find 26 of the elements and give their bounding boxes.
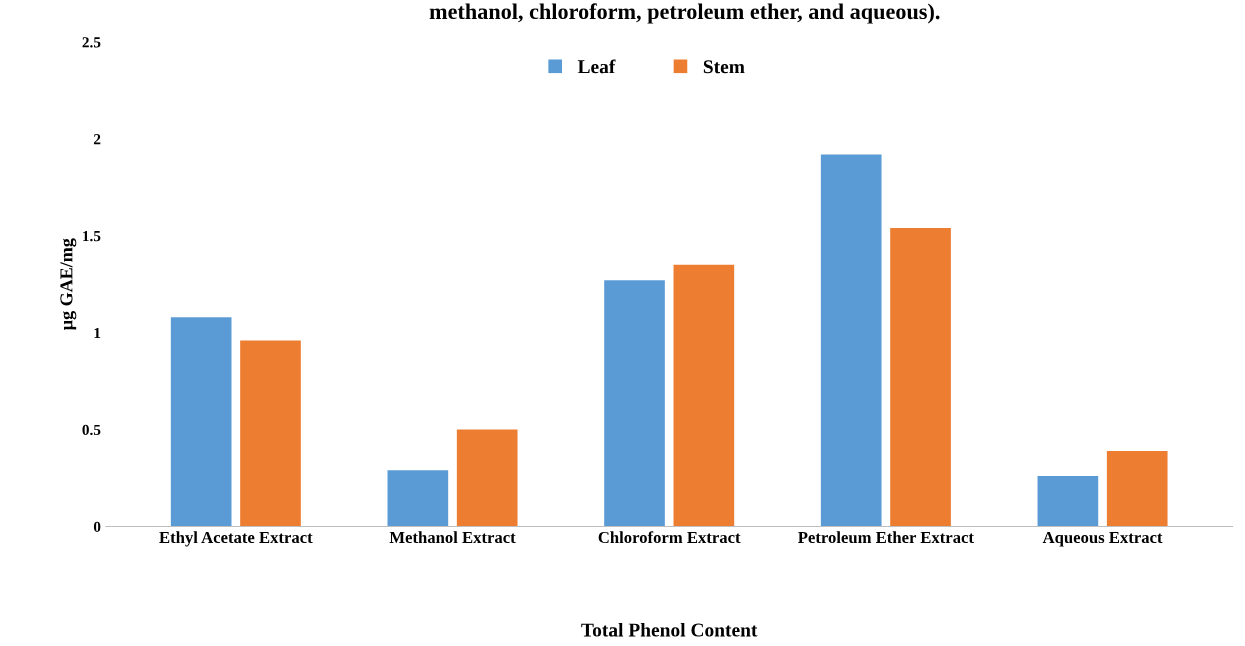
- bar: [387, 470, 449, 527]
- legend-label: Leaf: [577, 59, 616, 74]
- bar: [673, 264, 735, 527]
- y-tick-label: 2.5: [82, 37, 101, 48]
- x-tick-label: Chloroform Extract: [598, 531, 741, 544]
- x-tick-label: Aqueous Extract: [1042, 531, 1163, 547]
- x-tick-label: Petroleum Ether Extract: [798, 531, 974, 544]
- y-tick-label: 1.5: [83, 231, 101, 242]
- bar: [890, 228, 951, 527]
- y-tick-label: 0: [93, 521, 101, 532]
- bar: [820, 154, 882, 527]
- x-axis-title: Total Phenol Content: [581, 622, 758, 637]
- bar: [1037, 476, 1099, 527]
- bar: [456, 429, 518, 527]
- x-tick-label: Methanol Extract: [389, 531, 516, 544]
- bar: [240, 340, 301, 527]
- y-tick-label: 1: [94, 327, 101, 338]
- bar: [1106, 450, 1168, 527]
- y-axis-title: µg GAE/mg: [60, 238, 77, 331]
- bar: [604, 280, 665, 527]
- y-tick-label: 2: [93, 134, 101, 145]
- chart-title: methanol, chloroform, petroleum ether, and aqueous).: [429, 3, 940, 24]
- y-tick-label: 0.5: [82, 424, 101, 436]
- legend-label: Stem: [703, 60, 745, 74]
- x-tick-label: Ethyl Acetate Extract: [159, 531, 313, 547]
- bar: [170, 317, 232, 527]
